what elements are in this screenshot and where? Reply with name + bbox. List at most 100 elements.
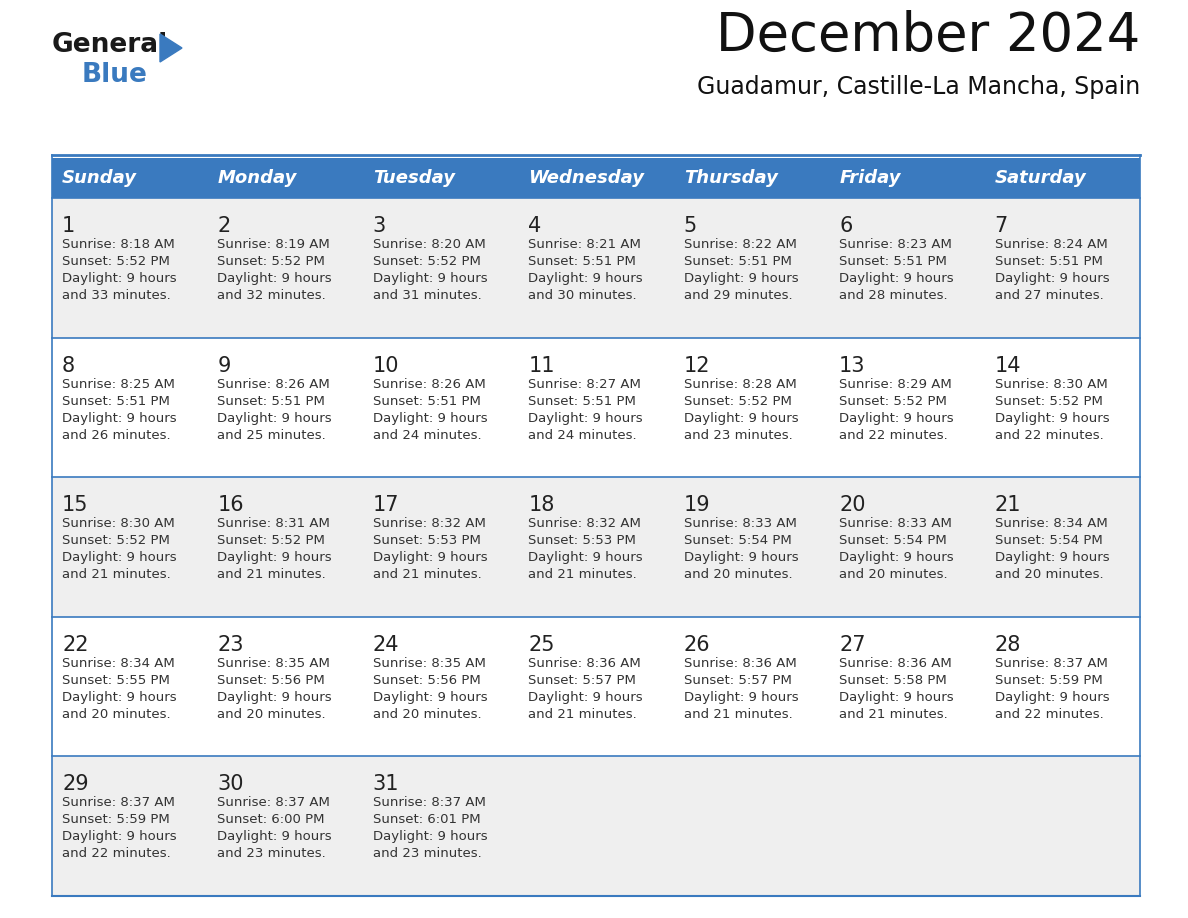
Bar: [52, 477, 1140, 617]
Text: Sunrise: 8:30 AM: Sunrise: 8:30 AM: [994, 377, 1107, 390]
Text: 24: 24: [373, 635, 399, 655]
Text: 21: 21: [994, 495, 1020, 515]
Text: 22: 22: [62, 635, 88, 655]
Text: Sunrise: 8:22 AM: Sunrise: 8:22 AM: [684, 238, 797, 251]
Text: Sunset: 5:54 PM: Sunset: 5:54 PM: [994, 534, 1102, 547]
Text: Saturday: Saturday: [994, 169, 1086, 187]
Text: Sunset: 5:51 PM: Sunset: 5:51 PM: [994, 255, 1102, 268]
Text: Daylight: 9 hours: Daylight: 9 hours: [684, 411, 798, 425]
Text: and 22 minutes.: and 22 minutes.: [994, 708, 1104, 721]
Text: Daylight: 9 hours: Daylight: 9 hours: [373, 691, 487, 704]
Text: and 25 minutes.: and 25 minutes.: [217, 429, 327, 442]
Text: Sunset: 5:52 PM: Sunset: 5:52 PM: [217, 255, 326, 268]
Text: Sunset: 5:51 PM: Sunset: 5:51 PM: [373, 395, 481, 408]
Text: Daylight: 9 hours: Daylight: 9 hours: [994, 411, 1110, 425]
Text: 30: 30: [217, 775, 244, 794]
Text: Tuesday: Tuesday: [373, 169, 455, 187]
Text: Sunset: 5:51 PM: Sunset: 5:51 PM: [839, 255, 947, 268]
Text: Daylight: 9 hours: Daylight: 9 hours: [62, 272, 177, 285]
Text: 19: 19: [684, 495, 710, 515]
Text: and 21 minutes.: and 21 minutes.: [62, 568, 171, 581]
Text: Sunrise: 8:21 AM: Sunrise: 8:21 AM: [529, 238, 642, 251]
Text: Sunset: 5:59 PM: Sunset: 5:59 PM: [994, 674, 1102, 687]
Text: and 20 minutes.: and 20 minutes.: [994, 568, 1104, 581]
Text: 29: 29: [62, 775, 89, 794]
Text: Daylight: 9 hours: Daylight: 9 hours: [529, 691, 643, 704]
Text: Daylight: 9 hours: Daylight: 9 hours: [839, 272, 954, 285]
Text: Sunrise: 8:36 AM: Sunrise: 8:36 AM: [529, 656, 642, 670]
Text: Sunrise: 8:28 AM: Sunrise: 8:28 AM: [684, 377, 796, 390]
Text: and 20 minutes.: and 20 minutes.: [373, 708, 481, 721]
Text: Daylight: 9 hours: Daylight: 9 hours: [62, 411, 177, 425]
Text: and 21 minutes.: and 21 minutes.: [373, 568, 481, 581]
Text: Blue: Blue: [82, 62, 147, 88]
Text: 5: 5: [684, 216, 697, 236]
Text: and 20 minutes.: and 20 minutes.: [62, 708, 171, 721]
Text: and 26 minutes.: and 26 minutes.: [62, 429, 171, 442]
Text: Sunrise: 8:37 AM: Sunrise: 8:37 AM: [994, 656, 1107, 670]
Text: Daylight: 9 hours: Daylight: 9 hours: [217, 831, 333, 844]
Text: Sunrise: 8:26 AM: Sunrise: 8:26 AM: [217, 377, 330, 390]
Text: and 28 minutes.: and 28 minutes.: [839, 289, 948, 302]
Text: Sunset: 5:51 PM: Sunset: 5:51 PM: [62, 395, 170, 408]
Text: and 20 minutes.: and 20 minutes.: [684, 568, 792, 581]
Text: 12: 12: [684, 355, 710, 375]
Text: Monday: Monday: [217, 169, 297, 187]
Text: 25: 25: [529, 635, 555, 655]
Text: Daylight: 9 hours: Daylight: 9 hours: [217, 272, 333, 285]
Text: 13: 13: [839, 355, 866, 375]
Text: Daylight: 9 hours: Daylight: 9 hours: [217, 411, 333, 425]
Text: Sunset: 5:55 PM: Sunset: 5:55 PM: [62, 674, 170, 687]
Text: Daylight: 9 hours: Daylight: 9 hours: [217, 691, 333, 704]
Text: 4: 4: [529, 216, 542, 236]
Text: Daylight: 9 hours: Daylight: 9 hours: [62, 831, 177, 844]
Text: Sunset: 5:56 PM: Sunset: 5:56 PM: [373, 674, 481, 687]
Text: and 21 minutes.: and 21 minutes.: [529, 708, 637, 721]
Text: Sunset: 5:56 PM: Sunset: 5:56 PM: [217, 674, 326, 687]
Text: and 24 minutes.: and 24 minutes.: [373, 429, 481, 442]
Text: Daylight: 9 hours: Daylight: 9 hours: [684, 551, 798, 565]
Text: 7: 7: [994, 216, 1007, 236]
Text: Sunset: 5:52 PM: Sunset: 5:52 PM: [373, 255, 481, 268]
Text: Sunset: 5:57 PM: Sunset: 5:57 PM: [529, 674, 636, 687]
Text: Sunset: 5:59 PM: Sunset: 5:59 PM: [62, 813, 170, 826]
Text: Sunset: 6:01 PM: Sunset: 6:01 PM: [373, 813, 480, 826]
Text: Sunset: 5:52 PM: Sunset: 5:52 PM: [839, 395, 947, 408]
Bar: [208, 158, 362, 198]
Bar: [829, 158, 985, 198]
Text: Sunrise: 8:37 AM: Sunrise: 8:37 AM: [62, 797, 175, 810]
Text: Sunrise: 8:19 AM: Sunrise: 8:19 AM: [217, 238, 330, 251]
Text: and 33 minutes.: and 33 minutes.: [62, 289, 171, 302]
Text: Sunrise: 8:33 AM: Sunrise: 8:33 AM: [839, 517, 952, 531]
Bar: [518, 158, 674, 198]
Text: Sunset: 6:00 PM: Sunset: 6:00 PM: [217, 813, 326, 826]
Text: Sunrise: 8:33 AM: Sunrise: 8:33 AM: [684, 517, 797, 531]
Text: 17: 17: [373, 495, 399, 515]
Text: Sunrise: 8:23 AM: Sunrise: 8:23 AM: [839, 238, 952, 251]
Text: Daylight: 9 hours: Daylight: 9 hours: [373, 831, 487, 844]
Text: Sunrise: 8:24 AM: Sunrise: 8:24 AM: [994, 238, 1107, 251]
Text: Sunset: 5:53 PM: Sunset: 5:53 PM: [529, 534, 636, 547]
Text: Sunset: 5:51 PM: Sunset: 5:51 PM: [684, 255, 791, 268]
Text: 11: 11: [529, 355, 555, 375]
Text: Sunset: 5:52 PM: Sunset: 5:52 PM: [994, 395, 1102, 408]
Text: Daylight: 9 hours: Daylight: 9 hours: [839, 691, 954, 704]
Polygon shape: [160, 34, 182, 62]
Text: Sunrise: 8:18 AM: Sunrise: 8:18 AM: [62, 238, 175, 251]
Text: Sunset: 5:51 PM: Sunset: 5:51 PM: [217, 395, 326, 408]
Text: Sunrise: 8:36 AM: Sunrise: 8:36 AM: [839, 656, 952, 670]
Text: Sunset: 5:51 PM: Sunset: 5:51 PM: [529, 255, 636, 268]
Text: Sunrise: 8:25 AM: Sunrise: 8:25 AM: [62, 377, 175, 390]
Text: and 31 minutes.: and 31 minutes.: [373, 289, 481, 302]
Text: 1: 1: [62, 216, 75, 236]
Text: Daylight: 9 hours: Daylight: 9 hours: [684, 272, 798, 285]
Bar: [362, 158, 518, 198]
Text: Daylight: 9 hours: Daylight: 9 hours: [839, 411, 954, 425]
Text: and 22 minutes.: and 22 minutes.: [839, 429, 948, 442]
Text: 10: 10: [373, 355, 399, 375]
Text: 9: 9: [217, 355, 230, 375]
Bar: [52, 338, 1140, 477]
Text: and 21 minutes.: and 21 minutes.: [684, 708, 792, 721]
Text: and 22 minutes.: and 22 minutes.: [994, 429, 1104, 442]
Text: 16: 16: [217, 495, 244, 515]
